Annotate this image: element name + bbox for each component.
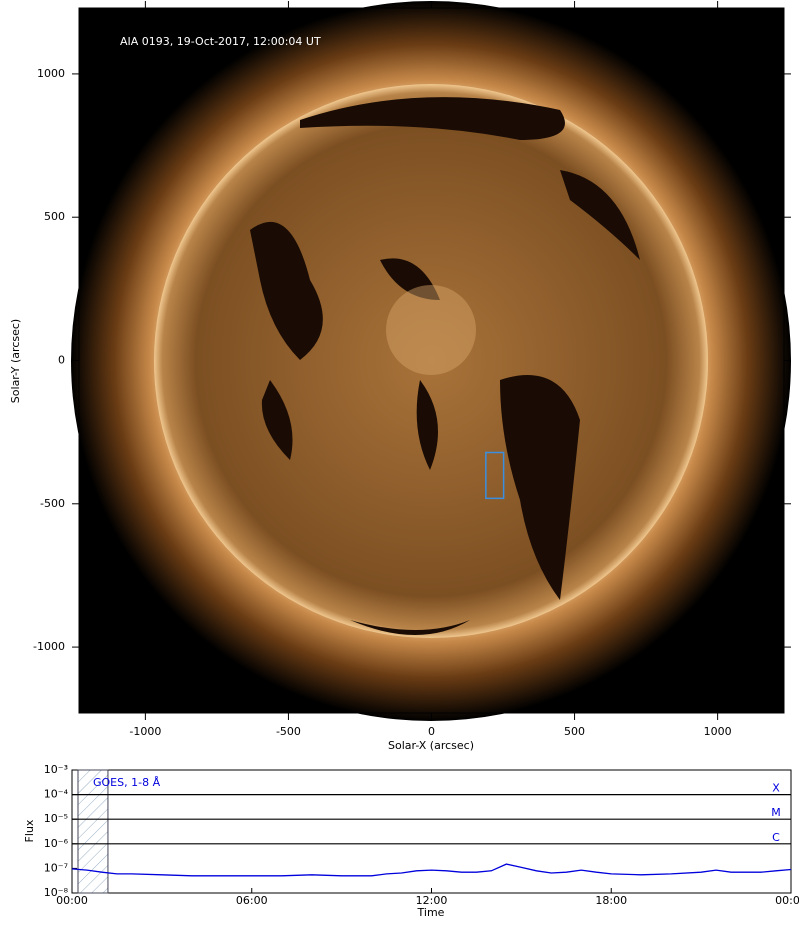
y-tick-label: -500: [40, 497, 65, 510]
y-axis-label: Flux: [23, 819, 36, 842]
x-axis-label: Time: [417, 906, 445, 919]
level-label: X: [772, 782, 780, 795]
y-tick-label: 10⁻³: [44, 763, 68, 776]
y-tick-label: 500: [44, 210, 65, 223]
x-tick-label: -1000: [129, 725, 161, 738]
x-tick-label: 0: [428, 725, 435, 738]
y-tick-label: 10⁻⁷: [44, 861, 68, 874]
y-tick-label: 0: [58, 354, 65, 367]
y-tick-label: 10⁻⁸: [44, 886, 69, 899]
image-annotation: AIA 0193, 19-Oct-2017, 12:00:04 UT: [120, 35, 321, 48]
legend-label: GOES, 1-8 Å: [93, 776, 161, 789]
x-axis-label: Solar-X (arcsec): [388, 739, 474, 752]
solar-image: AIA 0193, 19-Oct-2017, 12:00:04 UT: [71, 1, 791, 721]
x-tick-label: 18:00: [595, 894, 627, 907]
x-tick-label: 00:00: [56, 894, 88, 907]
y-tick-label: -1000: [33, 640, 65, 653]
y-tick-label: 10⁻⁶: [44, 837, 69, 850]
active-region: [386, 285, 476, 375]
level-label: M: [771, 806, 781, 819]
flux-line: [71, 863, 792, 877]
x-tick-label: 00:00: [775, 894, 799, 907]
y-tick-label: 1000: [37, 67, 65, 80]
y-tick-label: 10⁻⁵: [44, 812, 68, 825]
x-tick-label: 1000: [704, 725, 732, 738]
region-box: [485, 451, 505, 500]
coronal-holes: [250, 97, 640, 635]
y-axis-label: Solar-Y (arcsec): [9, 319, 22, 403]
goes-frame: [71, 769, 792, 894]
x-tick-label: 12:00: [416, 894, 448, 907]
x-tick-label: 06:00: [236, 894, 268, 907]
x-tick-label: 500: [564, 725, 585, 738]
x-tick-label: -500: [276, 725, 301, 738]
level-label: C: [772, 831, 780, 844]
y-tick-label: 10⁻⁴: [44, 788, 69, 801]
